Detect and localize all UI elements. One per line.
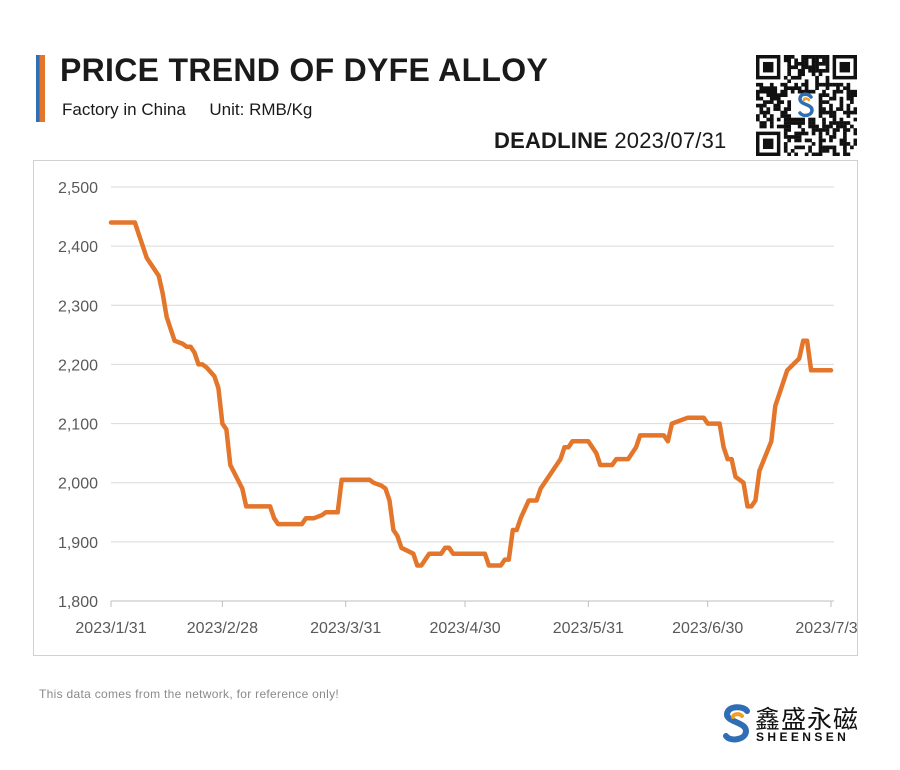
subtitle-unit: Unit: RMB/Kg [209,100,313,119]
page-title: PRICE TREND OF DYFE ALLOY [60,52,549,88]
y-tick-label: 1,800 [58,594,98,611]
y-tick-label: 2,500 [58,180,98,197]
y-tick-label: 2,200 [58,357,98,374]
y-tick-label: 1,900 [58,535,98,552]
brand-name-en: SHEENSEN [756,730,850,744]
x-tick-label: 2023/6/30 [672,620,743,637]
y-tick-label: 2,000 [58,476,98,493]
deadline-word: DEADLINE [494,128,609,153]
sheensen-logo-icon [723,704,750,743]
x-tick-label: 2023/4/30 [429,620,500,637]
x-tick-label: 2023/7/31 [795,620,857,637]
brand-name-cn: 鑫盛永磁 [755,705,860,734]
y-tick-label: 2,100 [58,417,98,434]
subtitle-factory: Factory in China [62,100,186,119]
x-tick-label: 2023/2/28 [187,620,258,637]
x-tick-label: 2023/5/31 [553,620,624,637]
x-tick-label: 2023/3/31 [310,620,381,637]
disclaimer-note: This data comes from the network, for re… [39,687,340,701]
chart-subtitle: Factory in China Unit: RMB/Kg [62,100,312,120]
title-accent-bar [36,55,45,122]
brand-logo: 鑫盛永磁 SHEENSEN [722,700,862,748]
x-tick-label: 2023/1/31 [75,620,146,637]
deadline-date: 2023/07/31 [614,128,727,153]
y-tick-label: 2,300 [58,298,98,315]
chart-frame: 1,800 1,900 2,000 2,100 2,200 2,300 2,400 2,500… [33,160,858,656]
price-line-chart: 1,800 1,900 2,000 2,100 2,200 2,300 2,400 2,500… [58,180,857,637]
deadline-label: DEADLINE 2023/07/31 [494,128,726,154]
series-line [108,220,834,568]
qr-code-icon [756,55,857,156]
y-tick-label: 2,400 [58,239,98,256]
